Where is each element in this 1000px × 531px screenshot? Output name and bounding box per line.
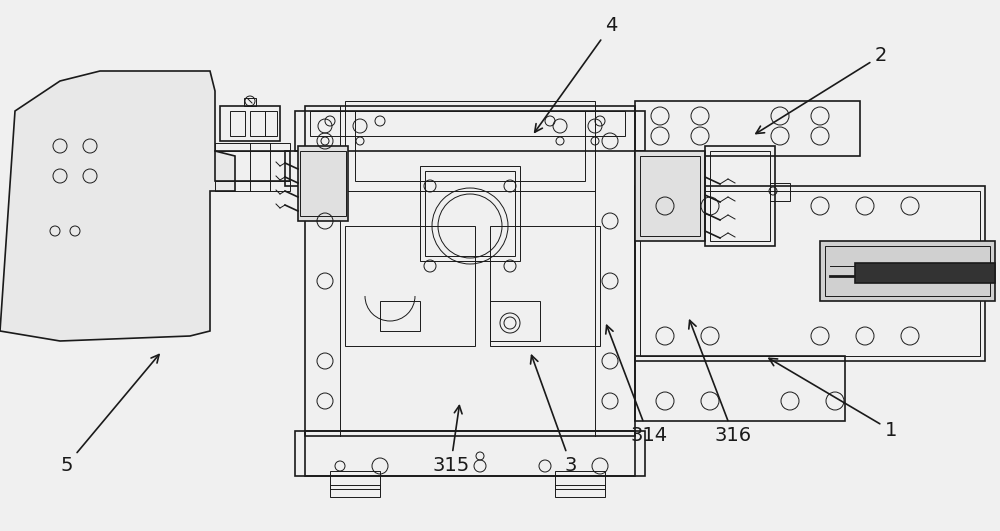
PathPatch shape <box>0 71 235 341</box>
Bar <box>265 111 277 136</box>
Bar <box>244 98 256 106</box>
Bar <box>250 111 265 136</box>
Bar <box>355 111 585 181</box>
Bar <box>710 151 770 241</box>
Text: 314: 314 <box>606 326 667 445</box>
Bar <box>345 226 475 346</box>
Bar <box>425 171 515 256</box>
Bar <box>635 101 860 156</box>
Bar <box>635 356 845 421</box>
Text: 1: 1 <box>769 358 897 440</box>
Bar <box>555 471 605 489</box>
Bar <box>770 183 790 201</box>
Bar <box>298 146 348 221</box>
Text: 4: 4 <box>535 16 617 132</box>
Bar <box>820 241 995 301</box>
Bar <box>555 485 605 497</box>
Bar <box>295 431 645 476</box>
Bar <box>230 111 245 136</box>
Bar <box>215 151 290 181</box>
Text: 5: 5 <box>60 355 159 475</box>
Bar <box>310 111 625 136</box>
Bar <box>330 485 380 497</box>
Bar <box>285 151 305 186</box>
Bar <box>420 166 520 261</box>
Bar <box>215 181 290 191</box>
Bar <box>330 471 380 489</box>
Text: 2: 2 <box>756 46 887 134</box>
Bar <box>635 186 985 361</box>
Bar <box>305 106 635 436</box>
Text: 316: 316 <box>689 320 752 445</box>
Bar <box>490 301 540 341</box>
Bar <box>305 431 635 476</box>
Bar <box>295 111 645 151</box>
Bar <box>825 246 990 296</box>
Text: 315: 315 <box>432 406 469 475</box>
Bar <box>220 106 280 141</box>
Bar <box>855 263 995 283</box>
Bar <box>380 301 420 331</box>
Bar <box>215 143 290 151</box>
Bar <box>640 156 700 236</box>
Text: 3: 3 <box>531 355 577 475</box>
Bar <box>490 226 600 346</box>
Bar <box>345 101 595 191</box>
Bar <box>705 146 775 246</box>
Bar <box>635 151 705 241</box>
Bar <box>640 191 980 356</box>
Bar <box>300 151 346 216</box>
